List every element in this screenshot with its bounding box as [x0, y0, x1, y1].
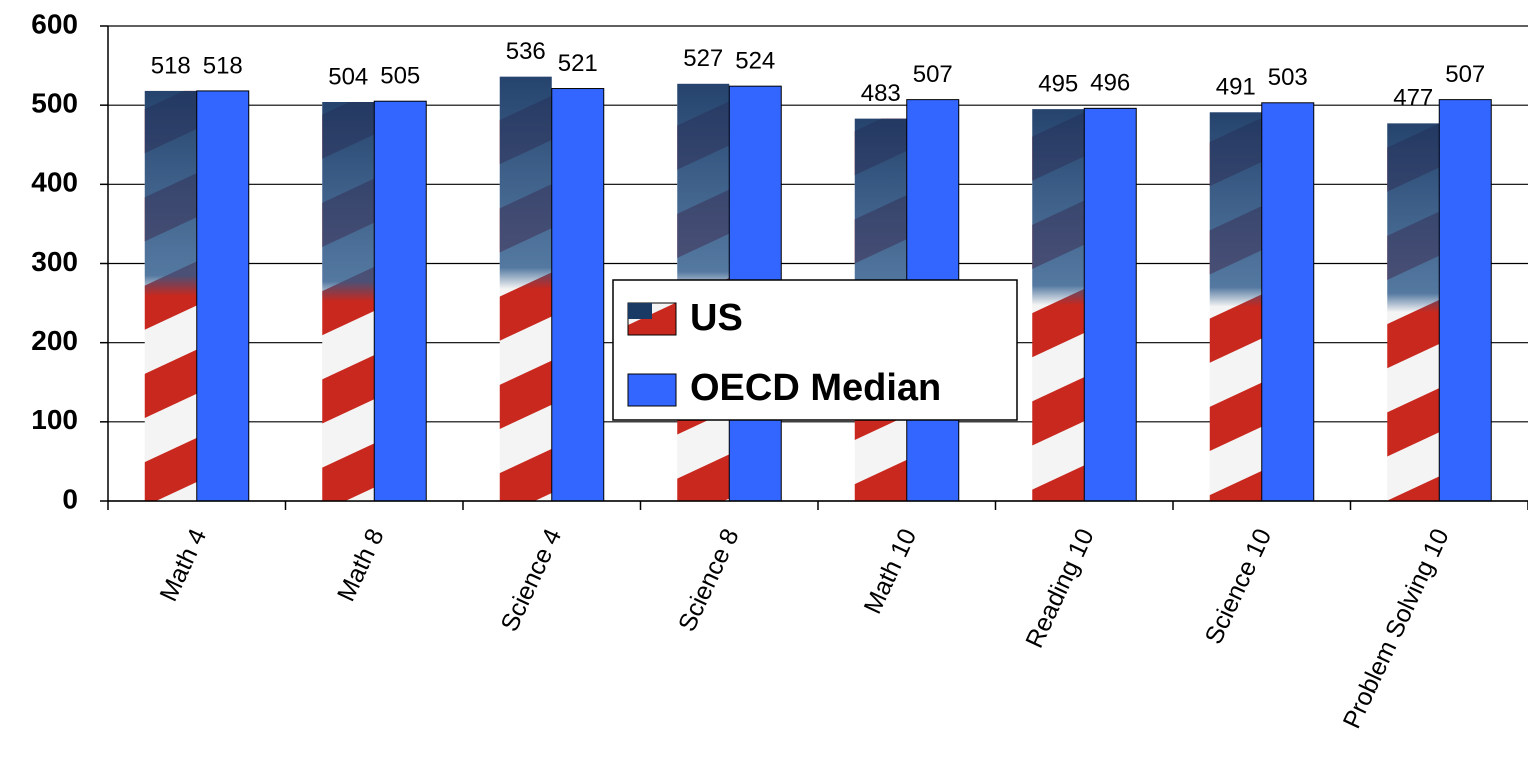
x-tick-label: Math 10	[859, 524, 923, 618]
y-tick-label: 0	[62, 483, 78, 514]
x-tick-label: Math 4	[154, 524, 212, 605]
value-label: 507	[1445, 61, 1485, 88]
bar	[196, 90, 250, 502]
bar-overlay	[144, 90, 197, 502]
legend-label: OECD Median	[690, 367, 941, 409]
value-label: 527	[683, 45, 723, 72]
value-label: 518	[203, 52, 243, 79]
value-label: 491	[1216, 74, 1256, 101]
value-label: 495	[1038, 70, 1078, 97]
bar-overlay	[499, 76, 552, 502]
bar-overlay	[322, 102, 375, 501]
bar-overlay	[1032, 109, 1085, 501]
legend-label: US	[690, 297, 743, 339]
value-label: 477	[1393, 85, 1433, 112]
y-tick-label: 600	[31, 8, 78, 39]
value-label: 521	[558, 50, 598, 77]
y-tick-label: 200	[31, 325, 78, 356]
x-tick-label: Science 8	[673, 524, 745, 635]
x-tick-label: Problem Solving 10	[1338, 524, 1455, 732]
value-label: 483	[861, 80, 901, 107]
y-tick-label: 100	[31, 404, 78, 435]
value-label: 536	[506, 38, 546, 65]
x-tick-label: Math 8	[332, 524, 390, 605]
y-tick-label: 300	[31, 246, 78, 277]
bar	[1261, 102, 1315, 502]
value-label: 504	[328, 63, 368, 90]
x-tick-label: Science 4	[495, 524, 567, 635]
x-tick-label: Reading 10	[1020, 524, 1099, 652]
bar	[373, 100, 427, 502]
legend: US OECD Median	[612, 279, 1018, 421]
value-label: 505	[380, 63, 420, 90]
bar-overlay	[1209, 112, 1262, 502]
value-label: 518	[151, 52, 191, 79]
legend-canton	[628, 303, 652, 319]
y-tick-label: 400	[31, 167, 78, 198]
legend-swatch	[627, 373, 677, 407]
legend-box	[612, 279, 1018, 421]
value-label: 503	[1268, 64, 1308, 91]
bar	[1083, 107, 1137, 502]
bar-overlay	[1387, 123, 1440, 501]
x-tick-label: Science 10	[1200, 524, 1278, 648]
value-label: 507	[913, 61, 953, 88]
y-tick-label: 500	[31, 88, 78, 119]
bar	[551, 88, 605, 502]
value-label: 524	[735, 48, 775, 75]
value-label: 496	[1090, 70, 1130, 97]
bar	[1438, 99, 1492, 502]
